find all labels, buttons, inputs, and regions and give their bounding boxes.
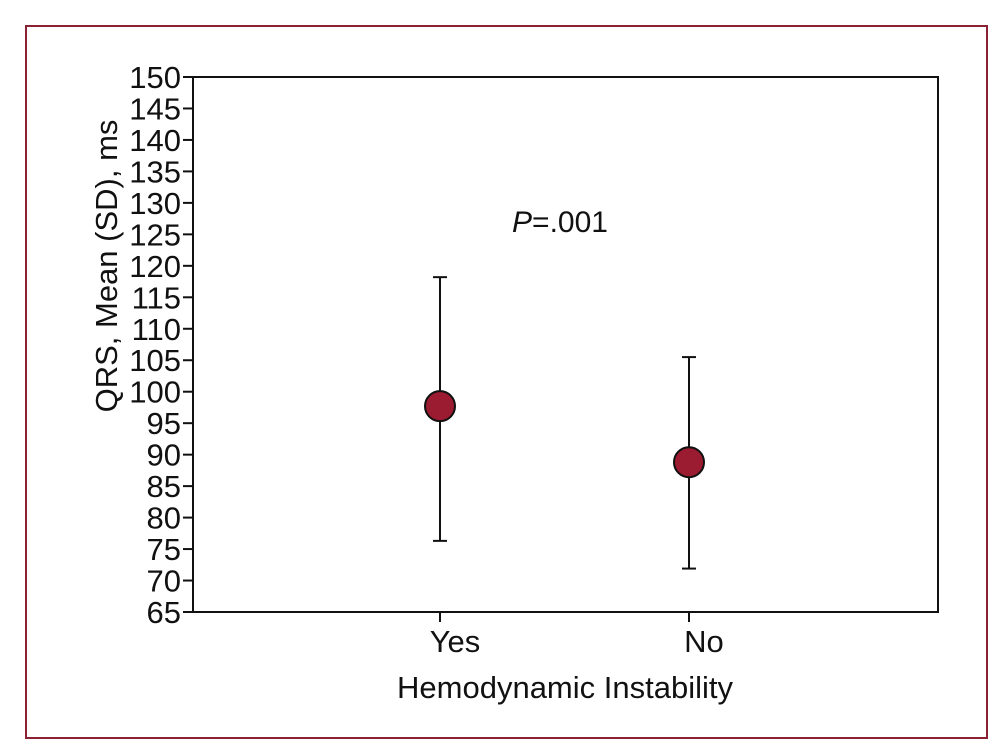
mean-point — [673, 446, 705, 479]
y-tick-label: 90 — [147, 438, 181, 473]
y-tick-label: 140 — [129, 123, 181, 158]
y-tick-label: 80 — [147, 501, 181, 536]
y-tick-label: 150 — [129, 60, 181, 95]
y-axis-title: QRS, Mean (SD), ms — [89, 120, 124, 413]
p-value-italic: P — [512, 206, 532, 239]
y-axis: 6570758085909510010511011512012513013514… — [129, 60, 193, 630]
error-bar-group — [424, 276, 456, 542]
y-tick-label: 135 — [129, 154, 181, 189]
x-axis: Yes No — [430, 612, 724, 659]
y-tick-label: 105 — [129, 343, 181, 378]
mean-point — [424, 390, 456, 423]
error-bar-group — [673, 356, 705, 570]
p-value-annotation: P=.001 — [512, 206, 608, 239]
y-tick-label: 130 — [129, 186, 181, 221]
y-tick-label: 110 — [132, 312, 181, 347]
y-tick-label: 85 — [147, 469, 181, 504]
y-tick-label: 145 — [129, 91, 181, 126]
y-tick-label: 125 — [129, 217, 181, 252]
y-tick-label: 75 — [147, 532, 181, 567]
y-tick-label: 70 — [147, 564, 181, 599]
y-tick-label: 115 — [132, 280, 181, 315]
p-value-text: =.001 — [532, 206, 608, 239]
y-tick-label: 100 — [129, 375, 181, 410]
data-marks — [424, 276, 705, 570]
x-axis-title: Hemodynamic Instability — [397, 670, 733, 705]
x-tick-label: Yes — [430, 624, 481, 659]
x-tick-label: No — [684, 624, 724, 659]
y-tick-label: 95 — [147, 406, 181, 441]
y-tick-label: 65 — [147, 595, 181, 630]
y-tick-label: 120 — [129, 249, 181, 284]
plot-area — [192, 76, 939, 613]
figure-frame — [25, 25, 988, 739]
